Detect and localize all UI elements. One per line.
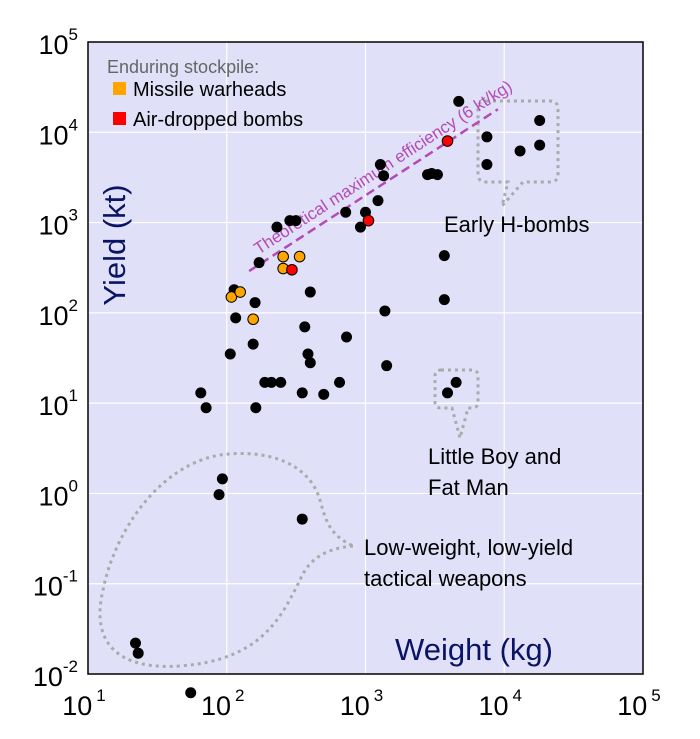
y-tick-label: 103 xyxy=(38,206,78,241)
data-point xyxy=(275,376,287,388)
data-point xyxy=(341,331,353,343)
data-point xyxy=(296,513,308,525)
legend-label-bomb: Air-dropped bombs xyxy=(133,109,303,131)
x-tick-label: 10 5 xyxy=(617,686,661,721)
x-tick-label: 10 3 xyxy=(340,686,384,721)
x-tick-label: 10 2 xyxy=(201,686,245,721)
little-boy-fat-man-outline xyxy=(433,368,480,444)
data-point-bomb xyxy=(362,214,375,227)
data-point-missile xyxy=(247,313,259,326)
data-point xyxy=(354,221,366,233)
data-point xyxy=(534,139,546,151)
annotations: Early H-bombs Little Boy and Fat Man Low… xyxy=(364,212,589,591)
data-points xyxy=(130,95,546,699)
data-point xyxy=(438,294,450,306)
data-point xyxy=(224,348,236,360)
data-point xyxy=(442,387,454,399)
data-point xyxy=(304,357,316,369)
data-point xyxy=(374,158,386,170)
data-point xyxy=(200,402,212,414)
data-point xyxy=(438,250,450,262)
data-point xyxy=(379,305,391,317)
data-point xyxy=(450,376,462,388)
data-point xyxy=(250,402,262,414)
data-point xyxy=(340,206,352,218)
y-tick-label: 105 xyxy=(38,25,78,60)
x-tick-label: 10 1 xyxy=(62,686,106,721)
data-point xyxy=(431,169,443,181)
early-h-bombs-outline xyxy=(476,99,560,207)
data-point xyxy=(514,145,526,157)
data-point-missile xyxy=(277,250,289,263)
data-point xyxy=(372,195,384,207)
data-point-bomb xyxy=(286,263,298,276)
data-point xyxy=(318,388,330,400)
y-tick-label: 104 xyxy=(38,115,78,150)
y-tick-label: 101 xyxy=(38,386,78,421)
data-point-bomb xyxy=(441,135,454,147)
annotation-outlines xyxy=(98,99,560,668)
data-point xyxy=(132,647,144,659)
data-point xyxy=(230,312,242,324)
data-point xyxy=(271,221,283,233)
x-axis-label: Weight (kg) xyxy=(395,632,553,667)
legend: Enduring stockpile: Missile warheads Air… xyxy=(107,57,303,131)
data-point xyxy=(213,489,225,501)
data-point xyxy=(296,387,308,399)
data-point-missile xyxy=(225,291,238,303)
data-point xyxy=(453,95,465,107)
annotation-tactical-line2: tactical weapons xyxy=(364,566,527,591)
data-point xyxy=(249,297,261,309)
data-point xyxy=(381,360,393,372)
data-point xyxy=(378,170,390,182)
annotation-early-h-bombs: Early H-bombs xyxy=(444,212,589,237)
data-point-missile xyxy=(293,250,306,263)
data-point xyxy=(302,348,314,360)
x-tick-label: 10 4 xyxy=(478,686,522,721)
annotation-little-boy-line1: Little Boy and xyxy=(428,444,561,469)
data-point xyxy=(304,286,316,298)
efficiency-line xyxy=(248,108,499,273)
y-tick-label: 10-2 xyxy=(33,657,78,692)
y-tick-label: 100 xyxy=(38,476,78,511)
y-tick-labels: 10-2 10-1 100 101 102 103 104 105 xyxy=(33,25,78,692)
tactical-weapons-outline xyxy=(98,451,359,668)
data-point xyxy=(195,387,207,399)
x-tick-labels: 10 1 10 2 10 3 10 4 10 5 xyxy=(62,686,661,721)
data-point xyxy=(481,158,493,170)
y-tick-label: 102 xyxy=(38,296,78,331)
data-point xyxy=(481,131,493,143)
data-point xyxy=(247,338,259,350)
y-axis-label: Yield (kt) xyxy=(97,184,132,305)
data-point xyxy=(534,115,546,127)
data-point xyxy=(253,257,265,269)
legend-label-missile: Missile warheads xyxy=(133,79,286,101)
annotation-tactical-line1: Low-weight, low-yield xyxy=(364,535,573,560)
data-point-missile xyxy=(234,286,246,298)
data-point xyxy=(130,637,142,649)
legend-title: Enduring stockpile: xyxy=(107,57,259,77)
data-point xyxy=(265,376,277,388)
data-point xyxy=(185,687,197,699)
y-tick-label: 10-1 xyxy=(33,567,78,602)
data-point xyxy=(299,321,311,333)
legend-swatch-bomb xyxy=(113,112,126,125)
data-point xyxy=(334,376,346,388)
annotation-little-boy-line2: Fat Man xyxy=(428,475,509,500)
data-point xyxy=(216,473,228,485)
data-point xyxy=(290,215,302,227)
legend-swatch-missile xyxy=(113,82,126,95)
plot-frame xyxy=(87,41,644,675)
